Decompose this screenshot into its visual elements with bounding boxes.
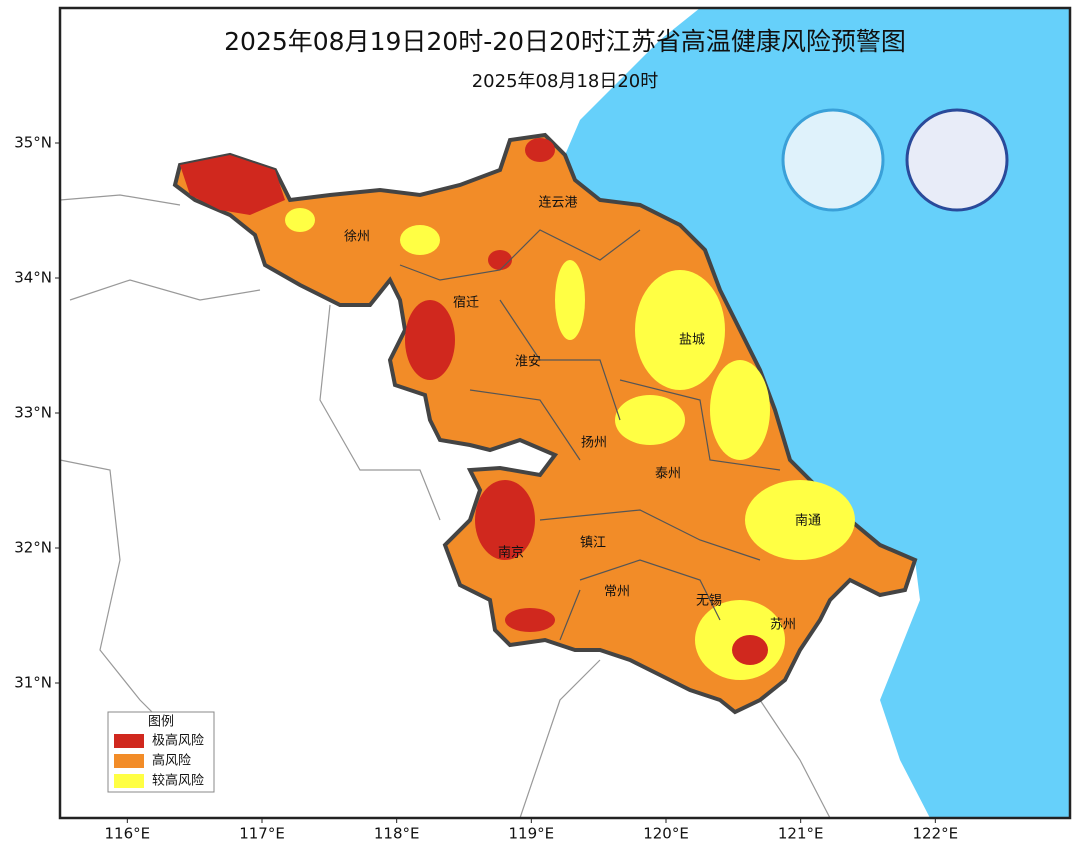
x-tick-label: 119°E — [509, 825, 555, 843]
sea — [565, 8, 1070, 818]
city-label: 南京 — [498, 545, 524, 561]
legend-title: 图例 — [148, 715, 174, 730]
city-label: 宿迁 — [453, 295, 479, 311]
neighbor-boundary — [60, 194, 1001, 818]
legend-swatch — [114, 774, 144, 788]
city-label: 盐城 — [679, 333, 705, 348]
x-tick-label: 120°E — [643, 825, 689, 843]
city-label: 苏州 — [770, 617, 796, 633]
legend-label: 高风险 — [152, 753, 191, 769]
logo — [781, 108, 885, 212]
city-label: 淮安 — [515, 355, 541, 370]
x-tick-label: 121°E — [778, 825, 824, 843]
extreme-risk-area — [180, 138, 768, 665]
city-label: 镇江 — [580, 536, 606, 551]
city-label: 扬州 — [581, 436, 607, 451]
y-tick-label: 31°N — [14, 674, 52, 692]
city-label: 无锡 — [696, 594, 722, 609]
city-label: 常州 — [604, 585, 630, 600]
legend-label: 较高风险 — [152, 773, 204, 789]
legend-swatch — [114, 754, 144, 768]
city-label: 泰州 — [655, 467, 681, 482]
title: 2025年08月19日20时-20日20时江苏省高温健康风险预警图 — [224, 27, 906, 56]
legend-label: 极高风险 — [152, 733, 204, 749]
city-label: 南通 — [795, 513, 821, 529]
subtitle: 2025年08月18日20时 — [472, 71, 659, 92]
city-label: 连云港 — [538, 195, 577, 211]
province — [172, 132, 918, 715]
x-tick-label: 122°E — [913, 825, 959, 843]
y-tick-label: 35°N — [14, 134, 52, 152]
y-tick-label: 33°N — [14, 404, 52, 422]
x-tick-label: 117°E — [239, 825, 285, 843]
x-tick-label: 116°E — [105, 825, 151, 843]
legend-swatch — [114, 734, 144, 748]
city-boundary — [399, 229, 781, 641]
y-tick-label: 34°N — [14, 269, 52, 287]
city-label: 徐州 — [344, 230, 370, 245]
logo — [905, 108, 1009, 212]
map-body — [60, 8, 1070, 818]
x-tick-label: 118°E — [374, 825, 420, 843]
y-tick-label: 32°N — [14, 539, 52, 557]
